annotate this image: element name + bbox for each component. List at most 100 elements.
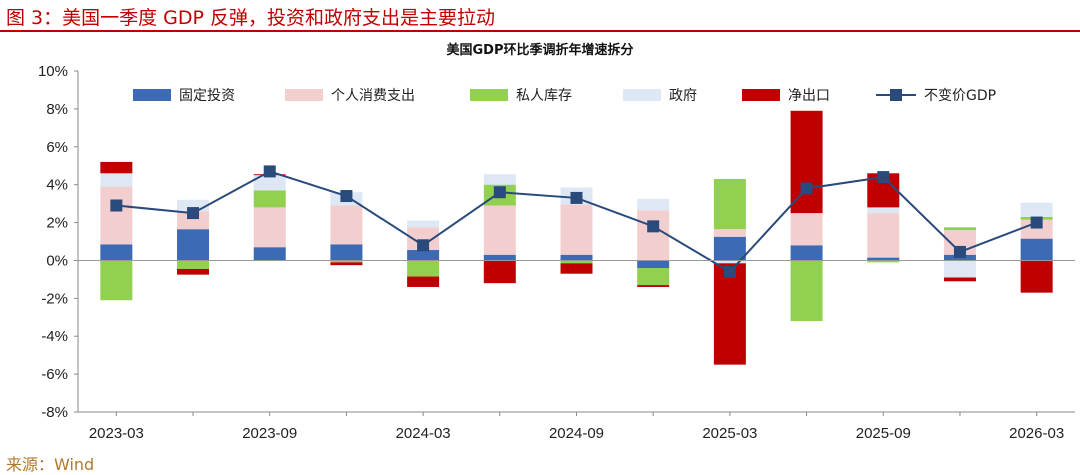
bar-segment-inventory <box>560 260 593 264</box>
bar-segment-government <box>177 199 210 212</box>
bar-segment-government <box>1020 202 1053 217</box>
legend: 固定投资 个人消费支出 私人库存 政府 净出口 不变价GDP <box>133 88 996 104</box>
legend-swatch-fixed-investment <box>133 89 171 101</box>
bar-segment-net-exports <box>943 277 976 282</box>
legend-swatch-government <box>623 89 661 101</box>
gdp-marker <box>110 199 123 212</box>
bar-segment-government <box>407 220 440 228</box>
x-tick-label: 2023-09 <box>242 425 297 442</box>
bar-segment-fixed-investment <box>790 245 823 261</box>
chart-title: 美国GDP环比季调折年增速拆分 <box>447 42 634 58</box>
legend-marker-swatch <box>890 89 902 101</box>
bar-segment-government <box>943 260 976 278</box>
bar-segment-consumption <box>330 205 363 245</box>
y-axis: 10% 8% 6% 4% 2% 0% -2% -4% -6% -8% <box>38 63 79 421</box>
bar-segment-inventory <box>790 260 823 322</box>
bar-segment-inventory <box>407 260 440 277</box>
legend-label: 净出口 <box>788 88 830 104</box>
gdp-marker <box>647 220 660 233</box>
y-tick-label: 8% <box>46 101 68 118</box>
y-tick-label: -8% <box>41 404 68 421</box>
source-note: 来源：Wind <box>6 455 95 474</box>
bar-segment-net-exports <box>713 263 746 365</box>
y-tick-label: 0% <box>46 252 68 269</box>
legend-label: 政府 <box>669 88 697 104</box>
legend-label: 私人库存 <box>516 88 572 104</box>
x-tick-label: 2024-03 <box>396 425 451 442</box>
x-tick-label: 2024-09 <box>549 425 604 442</box>
bar-segment-government <box>713 260 746 264</box>
gdp-marker <box>1030 216 1043 229</box>
bar-segment-net-exports <box>637 285 670 287</box>
gdp-marker <box>263 165 276 178</box>
gdp-marker <box>340 190 353 203</box>
bar-segment-fixed-investment <box>100 244 133 261</box>
y-tick-label: 4% <box>46 177 68 194</box>
gdp-marker <box>417 239 430 252</box>
bar-segment-consumption <box>637 210 670 261</box>
bar-segment-consumption <box>560 204 593 255</box>
bar-segment-fixed-investment <box>867 257 900 261</box>
gdp-marker <box>723 265 736 278</box>
bar-segment-fixed-investment <box>407 250 440 261</box>
gdp-marker <box>570 191 583 204</box>
bar-segment-consumption <box>713 229 746 237</box>
x-tick-label: 2026-03 <box>1009 425 1064 442</box>
gdp-contribution-chart: 美国GDP环比季调折年增速拆分 10% 8% 6% 4% 2% 0% -2% -4% -6% -8… <box>38 42 1075 442</box>
gdp-marker <box>877 171 890 184</box>
x-axis: 2023-03 2023-09 2024-03 2024-09 2025-03 2025-… <box>78 259 1075 442</box>
bar-segment-government <box>253 175 286 191</box>
bar-segment-inventory <box>100 260 133 301</box>
x-tick-label: 2023-03 <box>89 425 144 442</box>
bar-segment-fixed-investment <box>637 260 670 269</box>
y-tick-label: -6% <box>41 366 68 383</box>
bar-segment-net-exports <box>560 263 593 274</box>
bar-segment-consumption <box>253 207 286 248</box>
bar-segment-inventory <box>330 260 363 263</box>
bar-segment-consumption <box>790 213 823 246</box>
bar-segment-fixed-investment <box>253 247 286 261</box>
gdp-marker <box>953 245 966 258</box>
title-rule <box>0 30 1080 32</box>
bar-segment-fixed-investment <box>330 244 363 261</box>
bar-segment-inventory <box>713 178 746 230</box>
bar-segment-net-exports <box>177 268 210 275</box>
bar-segment-inventory <box>867 260 900 263</box>
bar-segment-consumption <box>867 213 900 258</box>
legend-label: 固定投资 <box>179 88 235 104</box>
bar-segment-inventory <box>177 260 210 269</box>
bar-segment-consumption <box>177 211 210 230</box>
gdp-line-layer <box>110 165 1043 278</box>
bar-segment-inventory <box>637 268 670 286</box>
gdp-marker <box>187 207 200 220</box>
y-tick-label: 6% <box>46 139 68 156</box>
bar-segment-consumption <box>483 205 516 255</box>
x-tick-label: 2025-03 <box>702 425 757 442</box>
bar-segment-net-exports <box>100 161 133 174</box>
bar-segment-fixed-investment <box>483 254 516 261</box>
legend-label: 不变价GDP <box>924 88 996 104</box>
gdp-marker <box>493 186 506 199</box>
bar-segment-fixed-investment <box>560 254 593 261</box>
x-tick-label: 2025-09 <box>856 425 911 442</box>
bar-segment-consumption <box>407 227 440 251</box>
y-tick-label: -4% <box>41 328 68 345</box>
legend-swatch-consumption <box>285 89 323 101</box>
bar-segment-government <box>637 198 670 211</box>
bar-segment-government <box>867 207 900 214</box>
bar-segment-inventory <box>943 227 976 231</box>
bar-segment-net-exports <box>330 262 363 266</box>
bar-segment-consumption <box>100 186 133 245</box>
legend-swatch-inventory <box>470 89 508 101</box>
bar-segment-fixed-investment <box>1020 238 1053 261</box>
bar-segment-consumption <box>1020 219 1053 239</box>
bar-segment-government <box>483 174 516 185</box>
y-tick-label: 2% <box>46 215 68 232</box>
y-tick-label: 10% <box>38 63 68 80</box>
bar-segment-fixed-investment <box>713 236 746 261</box>
bar-segment-net-exports <box>483 260 516 284</box>
bar-segment-fixed-investment <box>177 229 210 261</box>
bars-layer <box>100 110 1053 365</box>
bar-segment-inventory <box>253 190 286 208</box>
legend-label: 个人消费支出 <box>331 88 415 104</box>
